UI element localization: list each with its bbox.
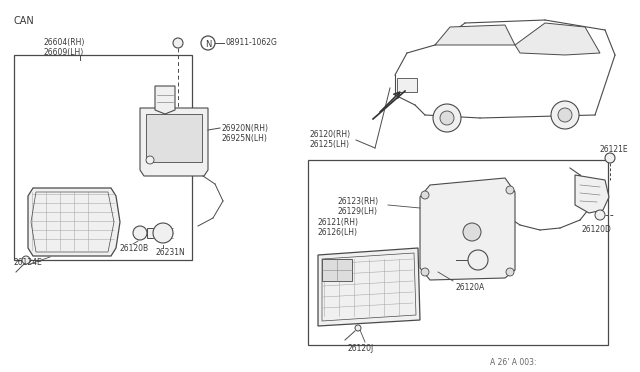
Circle shape	[605, 153, 615, 163]
Circle shape	[506, 186, 514, 194]
Polygon shape	[318, 248, 420, 326]
Text: 08911-1062G: 08911-1062G	[225, 38, 277, 47]
Circle shape	[421, 268, 429, 276]
Circle shape	[558, 108, 572, 122]
Circle shape	[355, 325, 361, 331]
Text: A 26' A 003:: A 26' A 003:	[490, 358, 536, 367]
Bar	[322, 259, 352, 281]
Circle shape	[421, 191, 429, 199]
Text: 26120A: 26120A	[455, 283, 484, 292]
Polygon shape	[28, 188, 120, 256]
Text: 26121E: 26121E	[600, 145, 628, 154]
Text: 26120D: 26120D	[582, 225, 612, 234]
Polygon shape	[515, 23, 600, 55]
Bar	[146, 114, 202, 162]
Text: 26121(RH)
26126(LH): 26121(RH) 26126(LH)	[318, 218, 359, 237]
Circle shape	[468, 250, 488, 270]
Bar	[14, 55, 192, 260]
Polygon shape	[435, 25, 515, 45]
Text: 26124E: 26124E	[14, 258, 43, 267]
Circle shape	[153, 223, 173, 243]
Polygon shape	[155, 86, 175, 114]
Text: 26120(RH)
26125(LH): 26120(RH) 26125(LH)	[310, 130, 351, 150]
Bar	[397, 78, 417, 92]
Circle shape	[173, 38, 183, 48]
Circle shape	[463, 223, 481, 241]
Text: 26604(RH)
26609(LH): 26604(RH) 26609(LH)	[44, 38, 85, 57]
Bar	[308, 160, 608, 345]
Circle shape	[595, 210, 605, 220]
Polygon shape	[420, 178, 515, 280]
Text: CAN: CAN	[14, 16, 35, 26]
Text: 26120B: 26120B	[120, 244, 149, 253]
Circle shape	[551, 101, 579, 129]
Polygon shape	[575, 175, 609, 213]
Circle shape	[22, 256, 30, 264]
Circle shape	[506, 268, 514, 276]
Circle shape	[440, 111, 454, 125]
Circle shape	[133, 226, 147, 240]
Text: 26123(RH)
26129(LH): 26123(RH) 26129(LH)	[338, 197, 379, 217]
Text: 26920N(RH)
26925N(LH): 26920N(RH) 26925N(LH)	[221, 124, 268, 143]
Text: 26120J: 26120J	[347, 344, 373, 353]
Polygon shape	[147, 228, 162, 238]
Polygon shape	[140, 108, 208, 176]
Circle shape	[146, 156, 154, 164]
Text: 26231N: 26231N	[155, 248, 185, 257]
Circle shape	[433, 104, 461, 132]
Text: N: N	[205, 39, 211, 48]
